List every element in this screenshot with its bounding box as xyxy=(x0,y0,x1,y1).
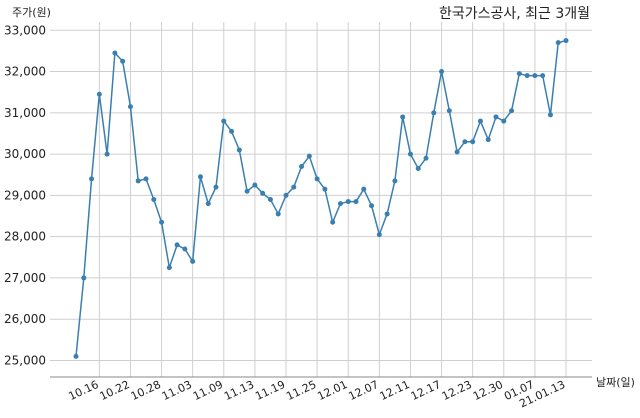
y-tick-label: 25,000 xyxy=(4,353,46,367)
x-tick-label: 11.19 xyxy=(253,378,287,403)
point xyxy=(400,114,406,120)
y-tick-label: 30,000 xyxy=(4,147,46,161)
point xyxy=(260,190,266,196)
x-tick-label: 11.03 xyxy=(160,378,194,403)
point xyxy=(493,114,499,120)
y-axis-label: 주가(원) xyxy=(12,6,51,19)
x-axis-label: 날짜(일) xyxy=(596,375,635,389)
point xyxy=(477,118,483,124)
point xyxy=(563,38,569,44)
point xyxy=(337,201,343,207)
point xyxy=(345,199,351,205)
y-tick-label: 28,000 xyxy=(4,230,46,244)
point xyxy=(190,258,196,264)
x-tick-label: 11.13 xyxy=(222,378,256,403)
y-tick-label: 27,000 xyxy=(4,271,46,285)
y-tick-label: 31,000 xyxy=(4,106,46,120)
x-tick-label: 12.07 xyxy=(347,378,381,403)
point xyxy=(229,128,235,134)
point xyxy=(524,73,530,79)
point xyxy=(81,275,87,281)
point xyxy=(547,112,553,118)
point xyxy=(221,118,227,124)
point xyxy=(213,184,219,190)
point xyxy=(236,147,242,153)
point xyxy=(135,178,141,184)
point xyxy=(143,176,149,182)
point xyxy=(555,40,561,46)
point xyxy=(96,91,102,97)
point xyxy=(407,151,413,157)
point xyxy=(197,174,203,180)
point xyxy=(112,50,118,56)
point xyxy=(501,118,507,124)
point xyxy=(159,219,165,225)
x-tick-label: 10.28 xyxy=(129,378,163,403)
point xyxy=(369,203,375,209)
point xyxy=(361,186,367,192)
point xyxy=(532,73,538,79)
point xyxy=(174,242,180,248)
point xyxy=(415,166,421,172)
point xyxy=(314,176,320,182)
y-tick-label: 29,000 xyxy=(4,188,46,202)
point xyxy=(431,110,437,116)
point xyxy=(392,178,398,184)
point xyxy=(485,137,491,143)
point xyxy=(299,163,305,169)
point xyxy=(244,188,250,194)
x-tick-label: 10.22 xyxy=(98,378,132,403)
point xyxy=(120,58,126,64)
point xyxy=(384,211,390,217)
x-tick-label: 10.16 xyxy=(67,378,101,403)
point xyxy=(127,104,133,110)
point xyxy=(516,71,522,77)
point xyxy=(73,353,79,359)
y-tick-label: 26,000 xyxy=(4,312,46,326)
line xyxy=(75,39,567,357)
point xyxy=(322,186,328,192)
point xyxy=(151,197,157,202)
y-tick-label: 32,000 xyxy=(4,65,46,79)
point xyxy=(306,153,312,159)
point xyxy=(330,219,336,225)
point xyxy=(462,139,468,145)
point xyxy=(166,265,172,271)
point xyxy=(454,149,460,155)
point xyxy=(283,192,289,198)
x-tick-label: 11.25 xyxy=(284,378,318,403)
x-tick-label: 12.11 xyxy=(378,378,412,403)
x-tick-label: 12.23 xyxy=(440,378,474,403)
point xyxy=(376,232,382,238)
point xyxy=(446,108,452,114)
y-tick-label: 33,000 xyxy=(4,23,46,37)
point xyxy=(540,73,546,79)
x-tick-label: 12.17 xyxy=(409,378,443,403)
point xyxy=(89,176,95,182)
point xyxy=(509,108,515,114)
point xyxy=(252,182,258,188)
point xyxy=(267,197,273,202)
point xyxy=(439,69,445,75)
point xyxy=(104,151,110,157)
x-tick-label: 11.09 xyxy=(191,378,225,403)
point xyxy=(182,246,188,252)
point xyxy=(353,199,359,205)
point xyxy=(275,211,281,217)
point xyxy=(470,139,476,145)
x-tick-label: 12.01 xyxy=(315,378,349,403)
point xyxy=(423,155,429,161)
point xyxy=(291,184,297,190)
point xyxy=(205,201,211,207)
x-tick-label: 12.30 xyxy=(471,378,505,403)
chart-title: 한국가스공사, 최근 3개월 xyxy=(439,6,590,22)
